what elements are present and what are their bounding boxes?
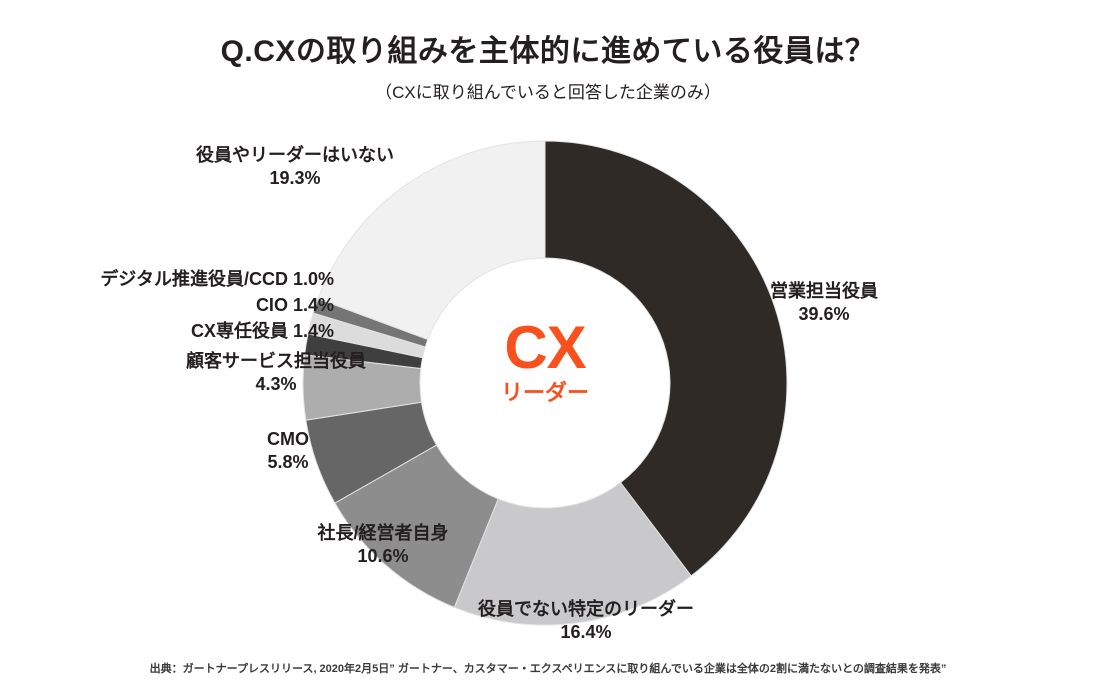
label-cmo-name: CMO	[267, 429, 309, 449]
label-none-name: 役員やリーダーはいない	[196, 145, 394, 165]
label-digital-ccd-pct: 1.0%	[292, 269, 334, 289]
label-nonexec-leader-pct: 16.4%	[560, 622, 612, 643]
page-title: Q.CXの取り組みを主体的に進めている役員は？	[220, 35, 876, 68]
label-cio: CIO 1.4%	[74, 294, 334, 317]
label-sales-pct: 39.6%	[798, 304, 850, 325]
label-sales-name: 営業担当役員	[770, 281, 878, 301]
label-none: 役員やリーダーはいない 19.3%	[196, 144, 394, 190]
source-note: 出典：ガートナープレスリリース, 2020年2月5日” ガートナー、カスタマー・…	[149, 663, 947, 675]
label-ceo-pct: 10.6%	[357, 546, 409, 567]
label-nonexec-leader-name: 役員でない特定のリーダー	[478, 599, 694, 619]
label-cx-dedicated: CX専任役員 1.4%	[74, 320, 334, 343]
label-cmo: CMO 5.8%	[240, 428, 336, 474]
donut-chart	[302, 140, 788, 626]
label-customer-service: 顧客サービス担当役員 4.3%	[176, 350, 376, 396]
label-cmo-pct: 5.8%	[267, 452, 309, 473]
label-cio-name: CIO	[255, 295, 288, 315]
label-digital-ccd-name: デジタル推進役員/CCD	[100, 269, 288, 289]
label-nonexec-leader: 役員でない特定のリーダー 16.4%	[456, 598, 716, 644]
donut-slice	[453, 481, 692, 626]
label-digital-ccd: デジタル推進役員/CCD 1.0%	[74, 268, 334, 291]
label-ceo: 社長/経営者自身 10.6%	[288, 522, 478, 568]
donut-slice	[317, 140, 546, 341]
label-customer-service-pct: 4.3%	[255, 374, 297, 395]
label-cx-dedicated-pct: 1.4%	[292, 321, 334, 341]
label-sales: 営業担当役員 39.6%	[770, 280, 878, 326]
label-none-pct: 19.3%	[269, 168, 321, 189]
label-ceo-name: 社長/経営者自身	[317, 523, 449, 543]
page-subtitle: （CXに取り組んでいると回答した企業のみ）	[375, 83, 721, 102]
donut-svg	[302, 140, 788, 626]
label-customer-service-name: 顧客サービス担当役員	[186, 351, 366, 371]
label-cio-pct: 1.4%	[292, 295, 334, 315]
donut-slice	[544, 140, 788, 577]
label-cx-dedicated-name: CX専任役員	[190, 321, 288, 341]
